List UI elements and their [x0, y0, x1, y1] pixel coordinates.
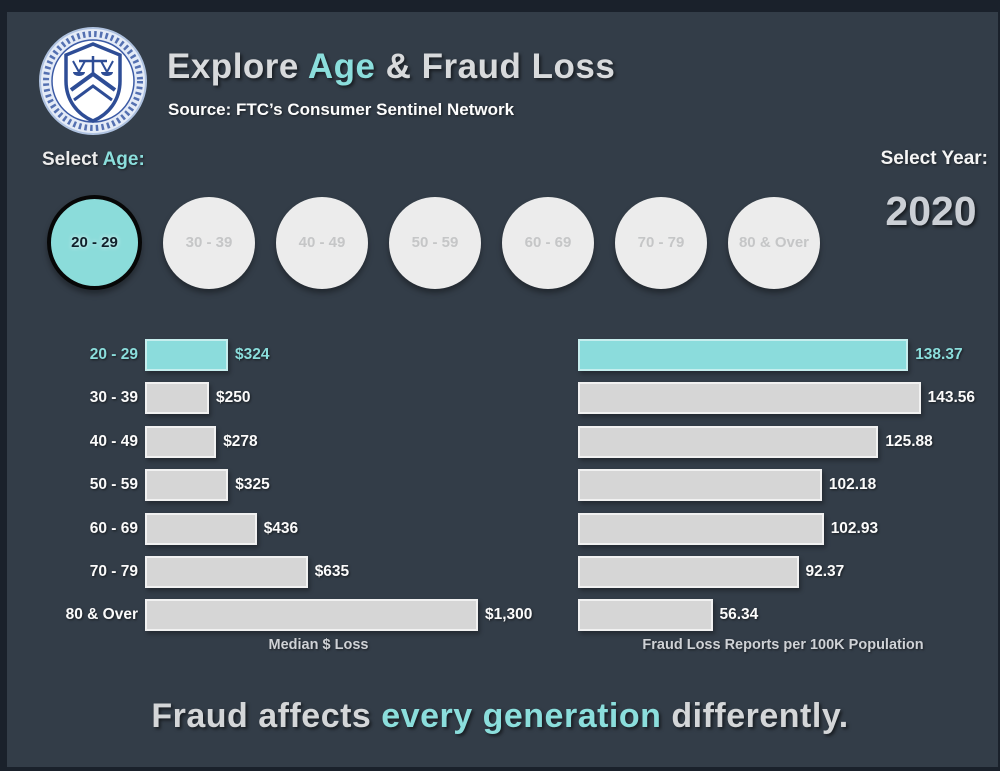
bar[interactable]: [145, 382, 209, 415]
footer-highlight: every generation: [381, 697, 662, 735]
page-title: Explore Age & Fraud Loss: [167, 47, 615, 87]
value-label: 143.56: [927, 389, 976, 407]
frame-edge-left: [0, 0, 7, 771]
age-selector: 20 - 29 30 - 39 40 - 49 50 - 59 60 - 69 70 - …: [47, 193, 820, 292]
bar[interactable]: [145, 469, 229, 502]
frame-edge-right: [998, 0, 1000, 771]
value-label: 102.93: [830, 519, 879, 537]
reports-per-100k-chart: 138.37 143.56 125.88 102.18 102.93 92.37 56.34: [578, 339, 990, 639]
frame-edge-top: [0, 0, 1000, 12]
title-highlight: Age: [307, 47, 376, 86]
right-axis-title: Fraud Loss Reports per 100K Population: [642, 637, 924, 653]
bar-row: 80 & Over $1,300: [40, 599, 533, 632]
value-label: $635: [314, 563, 350, 580]
age-button-40-49[interactable]: 40 - 49: [276, 196, 368, 289]
age-button-70-79[interactable]: 70 - 79: [615, 196, 707, 289]
title-pre: Explore: [167, 47, 308, 86]
age-button-20-29[interactable]: 20 - 29: [47, 195, 142, 290]
age-button-50-59[interactable]: 50 - 59: [389, 196, 481, 289]
bar-row: 20 - 29 $324: [40, 339, 269, 371]
category-label: 50 - 59: [89, 476, 138, 494]
footer-headline: Fraud affects every generation different…: [0, 697, 1000, 736]
select-age-pre: Select: [42, 149, 103, 170]
bar[interactable]: [578, 512, 824, 545]
left-axis-title: Median $ Loss: [268, 637, 369, 653]
bar[interactable]: [145, 512, 257, 545]
ftc-seal-logo: [39, 27, 147, 135]
category-label: 60 - 69: [89, 519, 138, 537]
category-label: 70 - 79: [89, 563, 138, 580]
bar[interactable]: [145, 339, 228, 371]
footer-pre: Fraud affects: [151, 697, 382, 735]
category-label: 40 - 49: [89, 432, 138, 450]
bar-row: 125.88: [578, 425, 933, 458]
bar-row: 102.93: [578, 512, 879, 545]
bar-row: 50 - 59 $325: [40, 469, 270, 502]
select-year-label: Select Year:: [880, 148, 988, 169]
value-label: 92.37: [805, 563, 845, 580]
bar-row: 92.37: [578, 556, 844, 588]
value-label: $1,300: [485, 606, 533, 624]
bar[interactable]: [578, 339, 909, 371]
source-subtitle: Source: FTC’s Consumer Sentinel Network: [168, 100, 515, 119]
value-label: $325: [235, 476, 270, 494]
value-label: 125.88: [885, 432, 933, 450]
frame-edge-bottom: [0, 767, 1000, 771]
bar-row: 56.34: [578, 599, 759, 632]
bar[interactable]: [578, 469, 822, 502]
age-button-30-39[interactable]: 30 - 39: [163, 196, 255, 289]
value-label: $250: [216, 389, 251, 407]
age-button-60-69[interactable]: 60 - 69: [502, 196, 594, 289]
footer-post: differently.: [661, 697, 849, 735]
category-label: 20 - 29: [89, 346, 138, 363]
value-label: $436: [263, 519, 299, 537]
bar-row: 138.37: [578, 339, 963, 371]
select-age-label: Select Age:: [42, 149, 145, 171]
bar[interactable]: [578, 556, 799, 588]
value-label: $278: [223, 432, 258, 450]
bar-row: 102.18: [578, 469, 877, 502]
value-label: $324: [235, 346, 270, 363]
bar[interactable]: [145, 599, 478, 632]
value-label: 102.18: [828, 476, 877, 494]
value-label: 56.34: [719, 606, 759, 624]
bar-row: 60 - 69 $436: [40, 512, 299, 545]
bar[interactable]: [578, 425, 879, 458]
bar-row: 30 - 39 $250: [40, 382, 251, 415]
value-label: 138.37: [915, 346, 963, 363]
age-button-80-over[interactable]: 80 & Over: [728, 196, 820, 289]
category-label: 30 - 39: [89, 389, 138, 407]
category-label: 80 & Over: [65, 606, 138, 624]
year-select-value[interactable]: 2020: [885, 188, 977, 234]
bar[interactable]: [578, 382, 921, 415]
select-age-highlight: Age:: [102, 149, 145, 170]
bar-row: 143.56: [578, 382, 976, 415]
median-loss-chart: 20 - 29 $324 30 - 39 $250 40 - 49 $278 50 - 59…: [40, 339, 570, 639]
bar-row: 40 - 49 $278: [40, 425, 258, 458]
title-post: & Fraud Loss: [375, 47, 616, 86]
bar-row: 70 - 79 $635: [40, 556, 349, 588]
bar[interactable]: [145, 556, 308, 588]
bar[interactable]: [578, 599, 713, 632]
bar[interactable]: [145, 425, 217, 458]
